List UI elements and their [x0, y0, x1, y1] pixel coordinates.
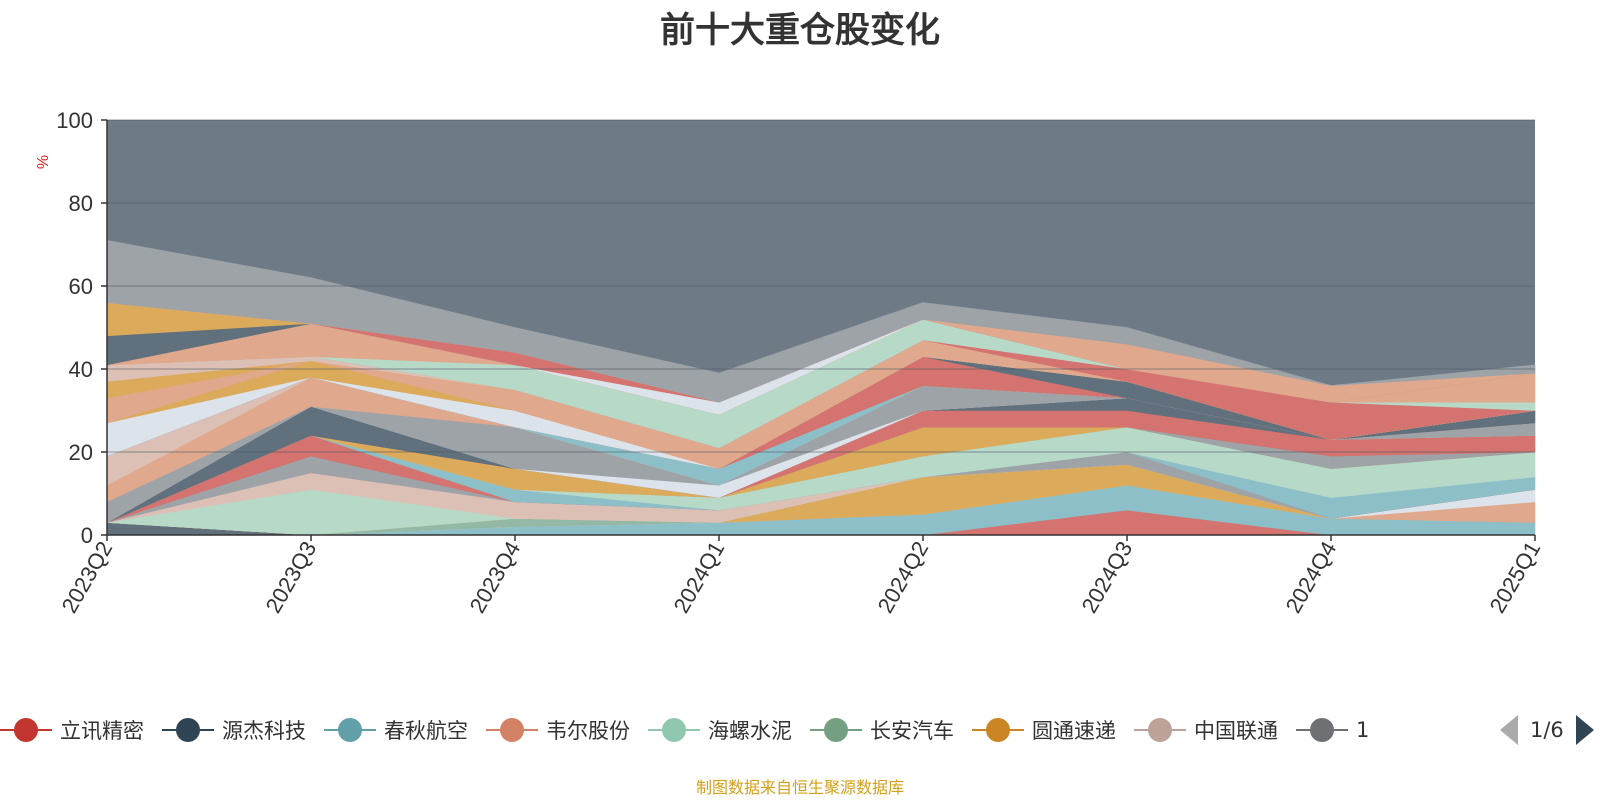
axes	[101, 119, 1536, 541]
legend-item[interactable]: 圆通速递	[972, 712, 1116, 748]
y-tick-label: 100	[56, 108, 93, 133]
legend-item[interactable]: 中国联通	[1134, 712, 1278, 748]
legend-next-page-icon[interactable]	[1575, 715, 1594, 745]
y-tick-label: 60	[69, 274, 93, 299]
legend-item[interactable]: 韦尔股份	[486, 712, 630, 748]
stacked-areas	[106, 120, 1536, 536]
x-tick-label: 2024Q2	[873, 537, 934, 617]
legend-symbol-icon	[0, 718, 52, 742]
y-tick-label: 40	[69, 357, 93, 382]
y-tick-label: 20	[69, 440, 93, 465]
x-tick-label: 2023Q4	[465, 537, 526, 617]
x-tick-label: 2025Q1	[1485, 537, 1546, 617]
legend-symbol-icon	[810, 718, 862, 742]
legend-label: 海螺水泥	[708, 719, 792, 743]
legend-symbol-icon	[162, 718, 214, 742]
grid-lines	[107, 119, 1535, 453]
legend-label: 中国联通	[1194, 719, 1278, 743]
legend-symbol-icon	[1134, 718, 1186, 742]
legend-item[interactable]: 源杰科技	[162, 712, 306, 748]
legend-symbol-icon	[486, 718, 538, 742]
legend-symbol-icon	[972, 718, 1024, 742]
legend-item[interactable]: 立讯精密	[0, 712, 144, 748]
legend-page-indicator: 1/6	[1530, 718, 1564, 742]
legend-symbol-icon	[324, 718, 376, 742]
x-tick-label: 2024Q1	[669, 537, 730, 617]
legend-pager: 1/6	[1500, 712, 1600, 748]
legend-label: 立讯精密	[60, 719, 144, 743]
legend-label: 圆通速递	[1032, 719, 1116, 743]
x-tick-label: 2023Q2	[57, 537, 118, 617]
series-area-37	[106, 240, 1536, 403]
legend-label: 韦尔股份	[546, 719, 630, 743]
x-tick-labels: 2023Q2 2023Q3 2023Q4 2024Q1 2024Q2 2024Q3 2024…	[57, 537, 1546, 617]
legend-label: 春秋航空	[384, 719, 468, 743]
y-tick-labels: 0 20 40 60 80 100	[56, 108, 93, 548]
y-tick-label: 80	[69, 191, 93, 216]
legend-symbol-icon	[648, 718, 700, 742]
legend-item[interactable]: 1	[1296, 712, 1369, 748]
legend-item[interactable]: 长安汽车	[810, 712, 954, 748]
legend-label: 长安汽车	[870, 719, 954, 743]
x-tick-label: 2024Q3	[1077, 537, 1138, 617]
legend-label: 源杰科技	[222, 719, 306, 743]
legend-item[interactable]: 春秋航空	[324, 712, 468, 748]
x-tick-label: 2023Q3	[261, 537, 322, 617]
y-tick-label: 0	[81, 523, 93, 548]
legend-items: 立讯精密 源杰科技 春秋航空 韦尔股份 海螺水泥 长安汽车 圆通速递 中国联通 1	[0, 712, 1478, 748]
y-axis-title: %	[35, 155, 52, 169]
data-source-note: 制图数据来自恒生聚源数据库	[695, 778, 904, 797]
chart-title: 前十大重仓股变化	[659, 11, 940, 51]
x-tick-label: 2024Q4	[1281, 537, 1342, 617]
legend-label: 1	[1356, 718, 1370, 742]
legend-symbol-icon	[1296, 718, 1348, 742]
legend-item[interactable]: 海螺水泥	[648, 712, 792, 748]
legend-prev-page-icon[interactable]	[1500, 715, 1518, 745]
legend: 立讯精密 源杰科技 春秋航空 韦尔股份 海螺水泥 长安汽车 圆通速递 中国联通 1 1/6	[0, 712, 1600, 748]
